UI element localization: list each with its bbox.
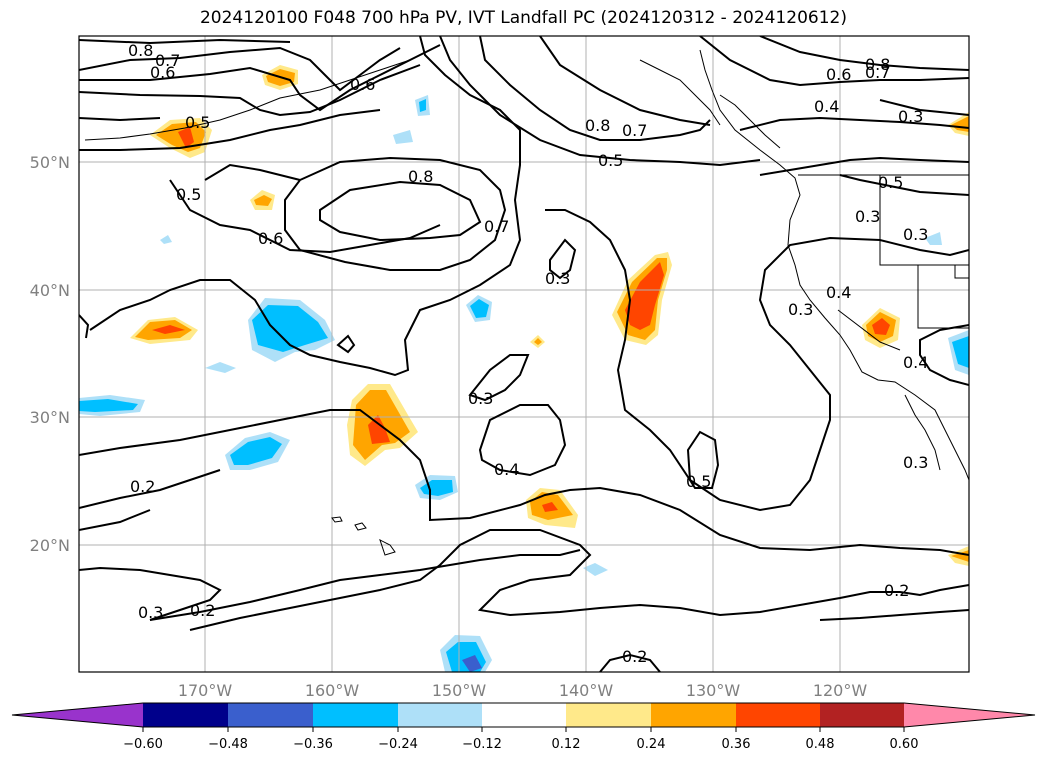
contour-label: 0.3 — [545, 269, 570, 288]
lon-label: 160°W — [305, 681, 360, 700]
colorbar: −0.60 −0.48 −0.36 −0.24 −0.12 0.12 0.24 … — [11, 702, 1036, 752]
colorbar-tick-label: −0.48 — [208, 737, 248, 752]
contour-label: 0.6 — [826, 65, 851, 84]
contour-label: 0.8 — [408, 167, 433, 186]
longitude-labels: 170°W 160°W 150°W 140°W 130°W 120°W — [178, 681, 868, 700]
contour-label: 0.4 — [494, 460, 519, 479]
colorbar-segment — [398, 703, 482, 727]
colorbar-segment — [566, 703, 651, 727]
contour-label: 0.6 — [350, 75, 375, 94]
contour-label: 0.7 — [865, 63, 890, 82]
contour-label: 0.8 — [865, 55, 890, 74]
negative-anomaly-others — [79, 95, 969, 672]
contour-label: 0.2 — [130, 477, 155, 496]
colorbar-segment — [143, 703, 228, 727]
contour-label: 0.6 — [258, 229, 283, 248]
lon-label: 130°W — [686, 681, 741, 700]
lon-label: 120°W — [813, 681, 868, 700]
colorbar-tick-label: −0.24 — [378, 737, 418, 752]
colorbar-tick-label: −0.60 — [123, 737, 163, 752]
pv-contours — [79, 36, 969, 672]
contour-label: 0.2 — [622, 647, 647, 666]
contour-label: 0.5 — [176, 185, 201, 204]
lon-label: 150°W — [432, 681, 487, 700]
lon-label: 140°W — [559, 681, 614, 700]
contour-label: 0.8 — [128, 41, 153, 60]
positive-anomaly-west — [130, 317, 198, 344]
lat-label: 50°N — [30, 153, 70, 172]
colorbar-segment — [313, 703, 398, 727]
contour-label: 0.2 — [884, 581, 909, 600]
colorbar-tick-label: 0.36 — [722, 737, 751, 752]
colorbar-tick-label: −0.12 — [462, 737, 502, 752]
plot-frame — [78, 35, 970, 673]
gridlines — [79, 36, 969, 672]
contour-label: 0.8 — [585, 116, 610, 135]
colorbar-tick-label: 0.24 — [637, 737, 666, 752]
colorbar-tick-label: 0.48 — [806, 737, 835, 752]
contour-label: 0.5 — [598, 151, 623, 170]
contour-label: 0.5 — [686, 472, 711, 491]
lat-label: 30°N — [30, 408, 70, 427]
colorbar-tick-label: −0.36 — [293, 737, 333, 752]
contour-label: 0.3 — [138, 603, 163, 622]
contour-label: 0.2 — [190, 601, 215, 620]
colorbar-extend-min — [12, 703, 143, 727]
lat-label: 40°N — [30, 281, 70, 300]
contour-label: 0.7 — [484, 217, 509, 236]
colorbar-extend-max — [904, 703, 1035, 727]
contour-label: 0.5 — [185, 113, 210, 132]
contour-label: 0.3 — [855, 207, 880, 226]
contour-label: 0.3 — [903, 225, 928, 244]
colorbar-segment — [482, 703, 566, 727]
colorbar-tick-label: 0.60 — [890, 737, 919, 752]
lon-label: 170°W — [178, 681, 233, 700]
colorbar-ticks — [142, 727, 905, 732]
colorbar-tick-label: 0.12 — [552, 737, 581, 752]
contour-label: 0.6 — [150, 63, 175, 82]
contour-label: 0.4 — [903, 353, 928, 372]
contour-label: 0.3 — [468, 389, 493, 408]
lat-label: 20°N — [30, 536, 70, 555]
contour-label: 0.7 — [622, 121, 647, 140]
colorbar-segment — [736, 703, 820, 727]
map-title: 2024120100 F048 700 hPa PV, IVT Landfall… — [199, 8, 847, 28]
negative-anomaly-central — [248, 298, 335, 362]
contour-label: 0.5 — [878, 173, 903, 192]
colorbar-segment — [651, 703, 736, 727]
positive-anomaly-aleutian — [150, 118, 212, 158]
contour-labels: 0.8 0.7 0.6 0.5 0.8 0.7 0.5 0.8 0.7 0.6 … — [128, 41, 928, 666]
positive-anomaly-small — [250, 65, 969, 566]
contour-label: 0.7 — [155, 51, 180, 70]
contour-label: 0.4 — [826, 283, 851, 302]
colorbar-segment — [820, 703, 904, 727]
latitude-labels: 50°N 40°N 30°N 20°N — [30, 153, 70, 555]
contour-label: 0.4 — [814, 97, 839, 116]
contour-label: 0.3 — [903, 453, 928, 472]
colorbar-segment — [228, 703, 313, 727]
contour-label: 0.3 — [898, 107, 923, 126]
contour-label: 0.3 — [788, 300, 813, 319]
